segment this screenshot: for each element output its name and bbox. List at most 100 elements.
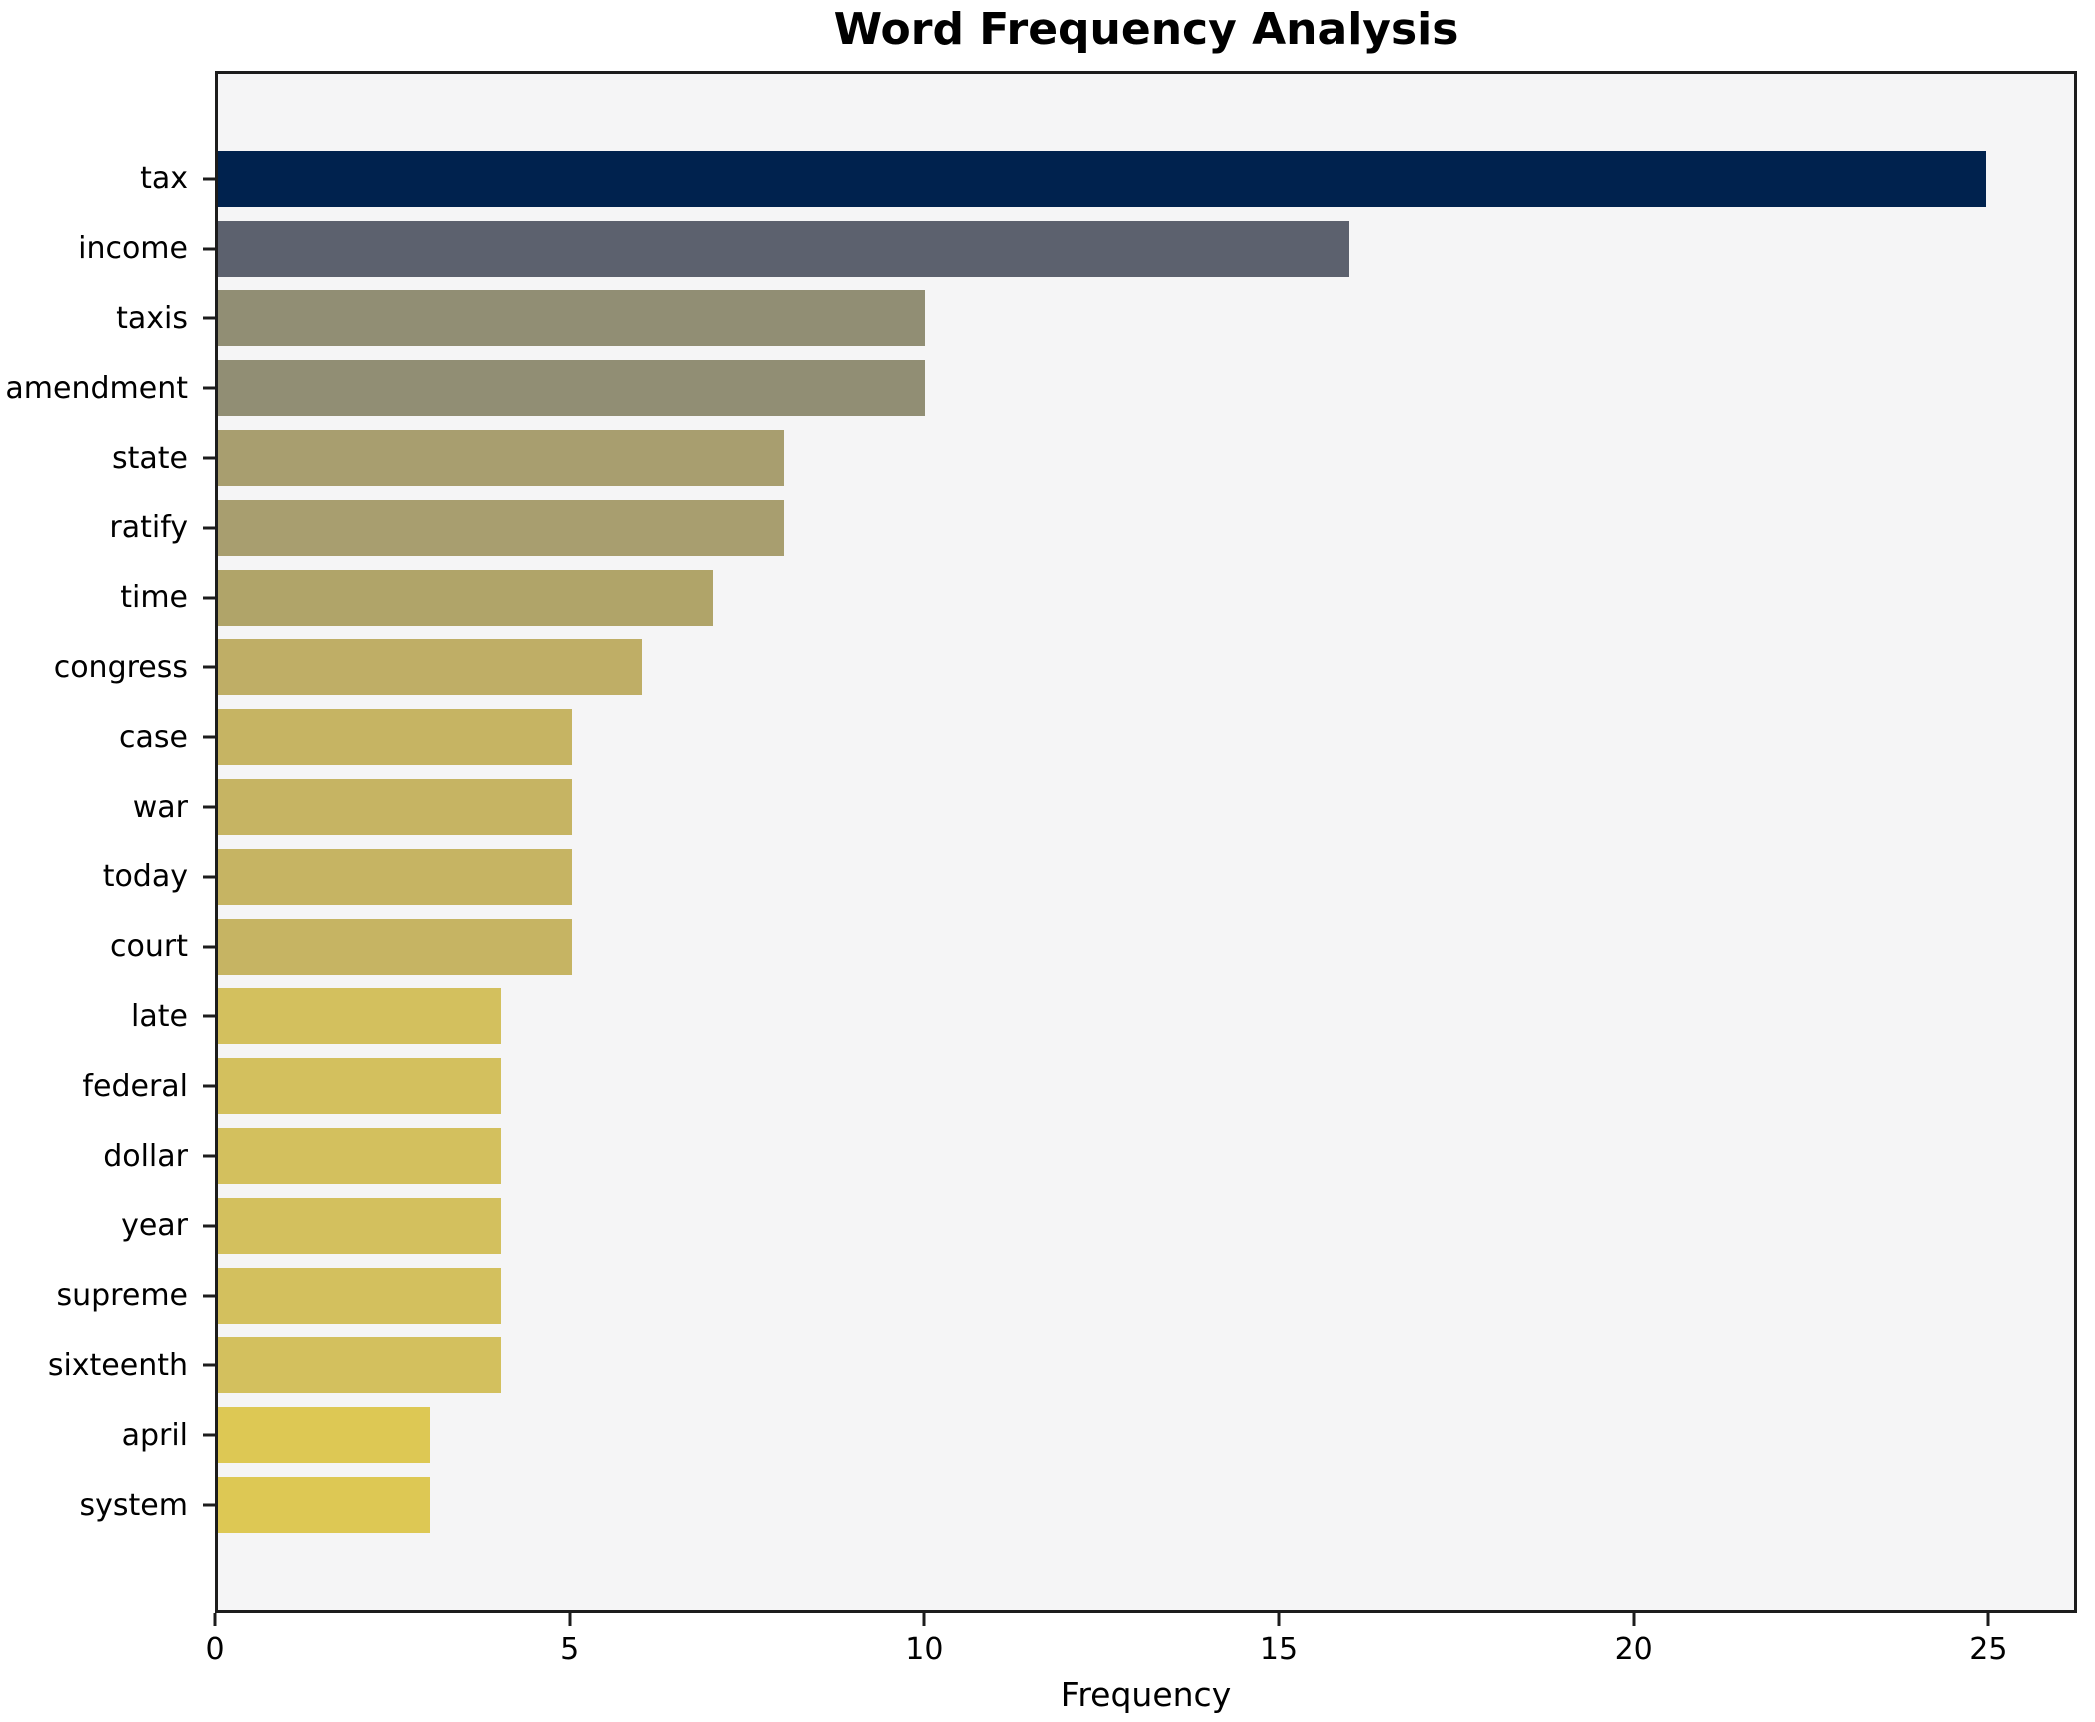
bar-row [218, 214, 2074, 284]
y-tick-mark [203, 1363, 215, 1367]
bar-amendment [218, 360, 926, 417]
y-tick-mark [203, 456, 215, 460]
bar-row [218, 702, 2074, 772]
y-tick-label-war: war [132, 789, 188, 825]
y-tick-mark [203, 1084, 215, 1088]
y-tick-label-today: today [102, 859, 188, 895]
y-tick-row: today [0, 842, 215, 912]
bar-supreme [218, 1267, 501, 1324]
y-tick-row: income [0, 214, 215, 284]
y-tick-mark [203, 875, 215, 879]
x-tick-mark [1632, 1613, 1636, 1626]
y-tick-mark [203, 735, 215, 739]
y-tick-row: state [0, 423, 215, 493]
x-tick-label-15: 15 [1259, 1632, 1299, 1667]
bar-row [218, 633, 2074, 703]
y-tick-mark [203, 526, 215, 530]
y-tick-mark [203, 247, 215, 251]
bar-row [218, 842, 2074, 912]
x-tick-label-25: 25 [1969, 1632, 2008, 1667]
bar-taxis [218, 290, 926, 347]
x-tick-mark [1277, 1613, 1281, 1626]
y-tick-mark [203, 805, 215, 809]
y-tick-mark [203, 1503, 215, 1507]
y-tick-row: system [0, 1470, 215, 1540]
bar-war [218, 779, 572, 836]
y-tick-label-amendment: amendment [5, 370, 188, 406]
y-tick-row: supreme [0, 1261, 215, 1331]
y-tick-label-tax: tax [140, 161, 188, 197]
y-tick-label-federal: federal [82, 1068, 188, 1104]
y-tick-row: case [0, 702, 215, 772]
y-tick-row: april [0, 1400, 215, 1470]
bar-row [218, 1470, 2074, 1540]
bar-court [218, 918, 572, 975]
y-tick-mark [203, 316, 215, 320]
bar-row [218, 1261, 2074, 1331]
x-tick-mark [1986, 1613, 1990, 1626]
bar-row [218, 1051, 2074, 1121]
y-tick-mark [203, 1433, 215, 1437]
y-tick-mark [203, 665, 215, 669]
y-tick-row: tax [0, 144, 215, 214]
y-tick-row: year [0, 1191, 215, 1261]
x-tick-mark [922, 1613, 926, 1626]
y-tick-row: time [0, 563, 215, 633]
bar-income [218, 220, 1350, 277]
y-tick-row: congress [0, 633, 215, 703]
y-tick-label-state: state [112, 440, 188, 476]
bar-ratify [218, 499, 784, 556]
bar-row [218, 1400, 2074, 1470]
y-tick-mark [203, 1014, 215, 1018]
bar-row [218, 1331, 2074, 1401]
x-tick-label-20: 20 [1614, 1632, 1653, 1667]
bar-tax [218, 150, 1986, 207]
y-tick-label-system: system [79, 1487, 188, 1523]
bar-row [218, 284, 2074, 354]
y-tick-row: dollar [0, 1121, 215, 1191]
y-tick-label-case: case [119, 719, 188, 755]
x-tick-mark [213, 1613, 217, 1626]
bar-row [218, 772, 2074, 842]
y-tick-mark [203, 596, 215, 600]
x-tick-label-0: 0 [205, 1632, 225, 1667]
y-tick-row: ratify [0, 493, 215, 563]
bar-row [218, 1191, 2074, 1261]
y-tick-label-april: april [121, 1417, 188, 1453]
y-tick-mark [203, 945, 215, 949]
bar-row [218, 493, 2074, 563]
bar-today [218, 848, 572, 905]
y-tick-label-supreme: supreme [56, 1278, 189, 1314]
x-axis-label: Frequency [1060, 1675, 1232, 1714]
y-tick-mark [203, 1224, 215, 1228]
bar-year [218, 1197, 501, 1254]
y-tick-row: sixteenth [0, 1331, 215, 1401]
y-tick-mark [203, 1154, 215, 1158]
plot-area [215, 71, 2077, 1613]
y-tick-mark [203, 1294, 215, 1298]
y-tick-row: late [0, 982, 215, 1052]
bar-row [218, 563, 2074, 633]
bar-row [218, 353, 2074, 423]
y-tick-row: taxis [0, 284, 215, 354]
bar-federal [218, 1058, 501, 1115]
y-tick-row: federal [0, 1051, 215, 1121]
y-tick-label-ratify: ratify [109, 510, 188, 546]
bar-row [218, 912, 2074, 982]
y-tick-label-sixteenth: sixteenth [47, 1347, 188, 1383]
y-tick-row: court [0, 912, 215, 982]
bar-row [218, 423, 2074, 493]
bar-row [218, 982, 2074, 1052]
bar-sixteenth [218, 1337, 501, 1394]
bar-case [218, 709, 572, 766]
bar-time [218, 569, 713, 626]
x-tick-mark [568, 1613, 572, 1626]
bar-congress [218, 639, 643, 696]
y-tick-label-dollar: dollar [103, 1138, 188, 1174]
y-tick-mark [203, 386, 215, 390]
y-tick-mark [203, 177, 215, 181]
x-tick-label-5: 5 [560, 1632, 580, 1667]
y-tick-label-income: income [78, 231, 188, 267]
y-tick-label-taxis: taxis [116, 300, 188, 336]
y-tick-row: amendment [0, 353, 215, 423]
